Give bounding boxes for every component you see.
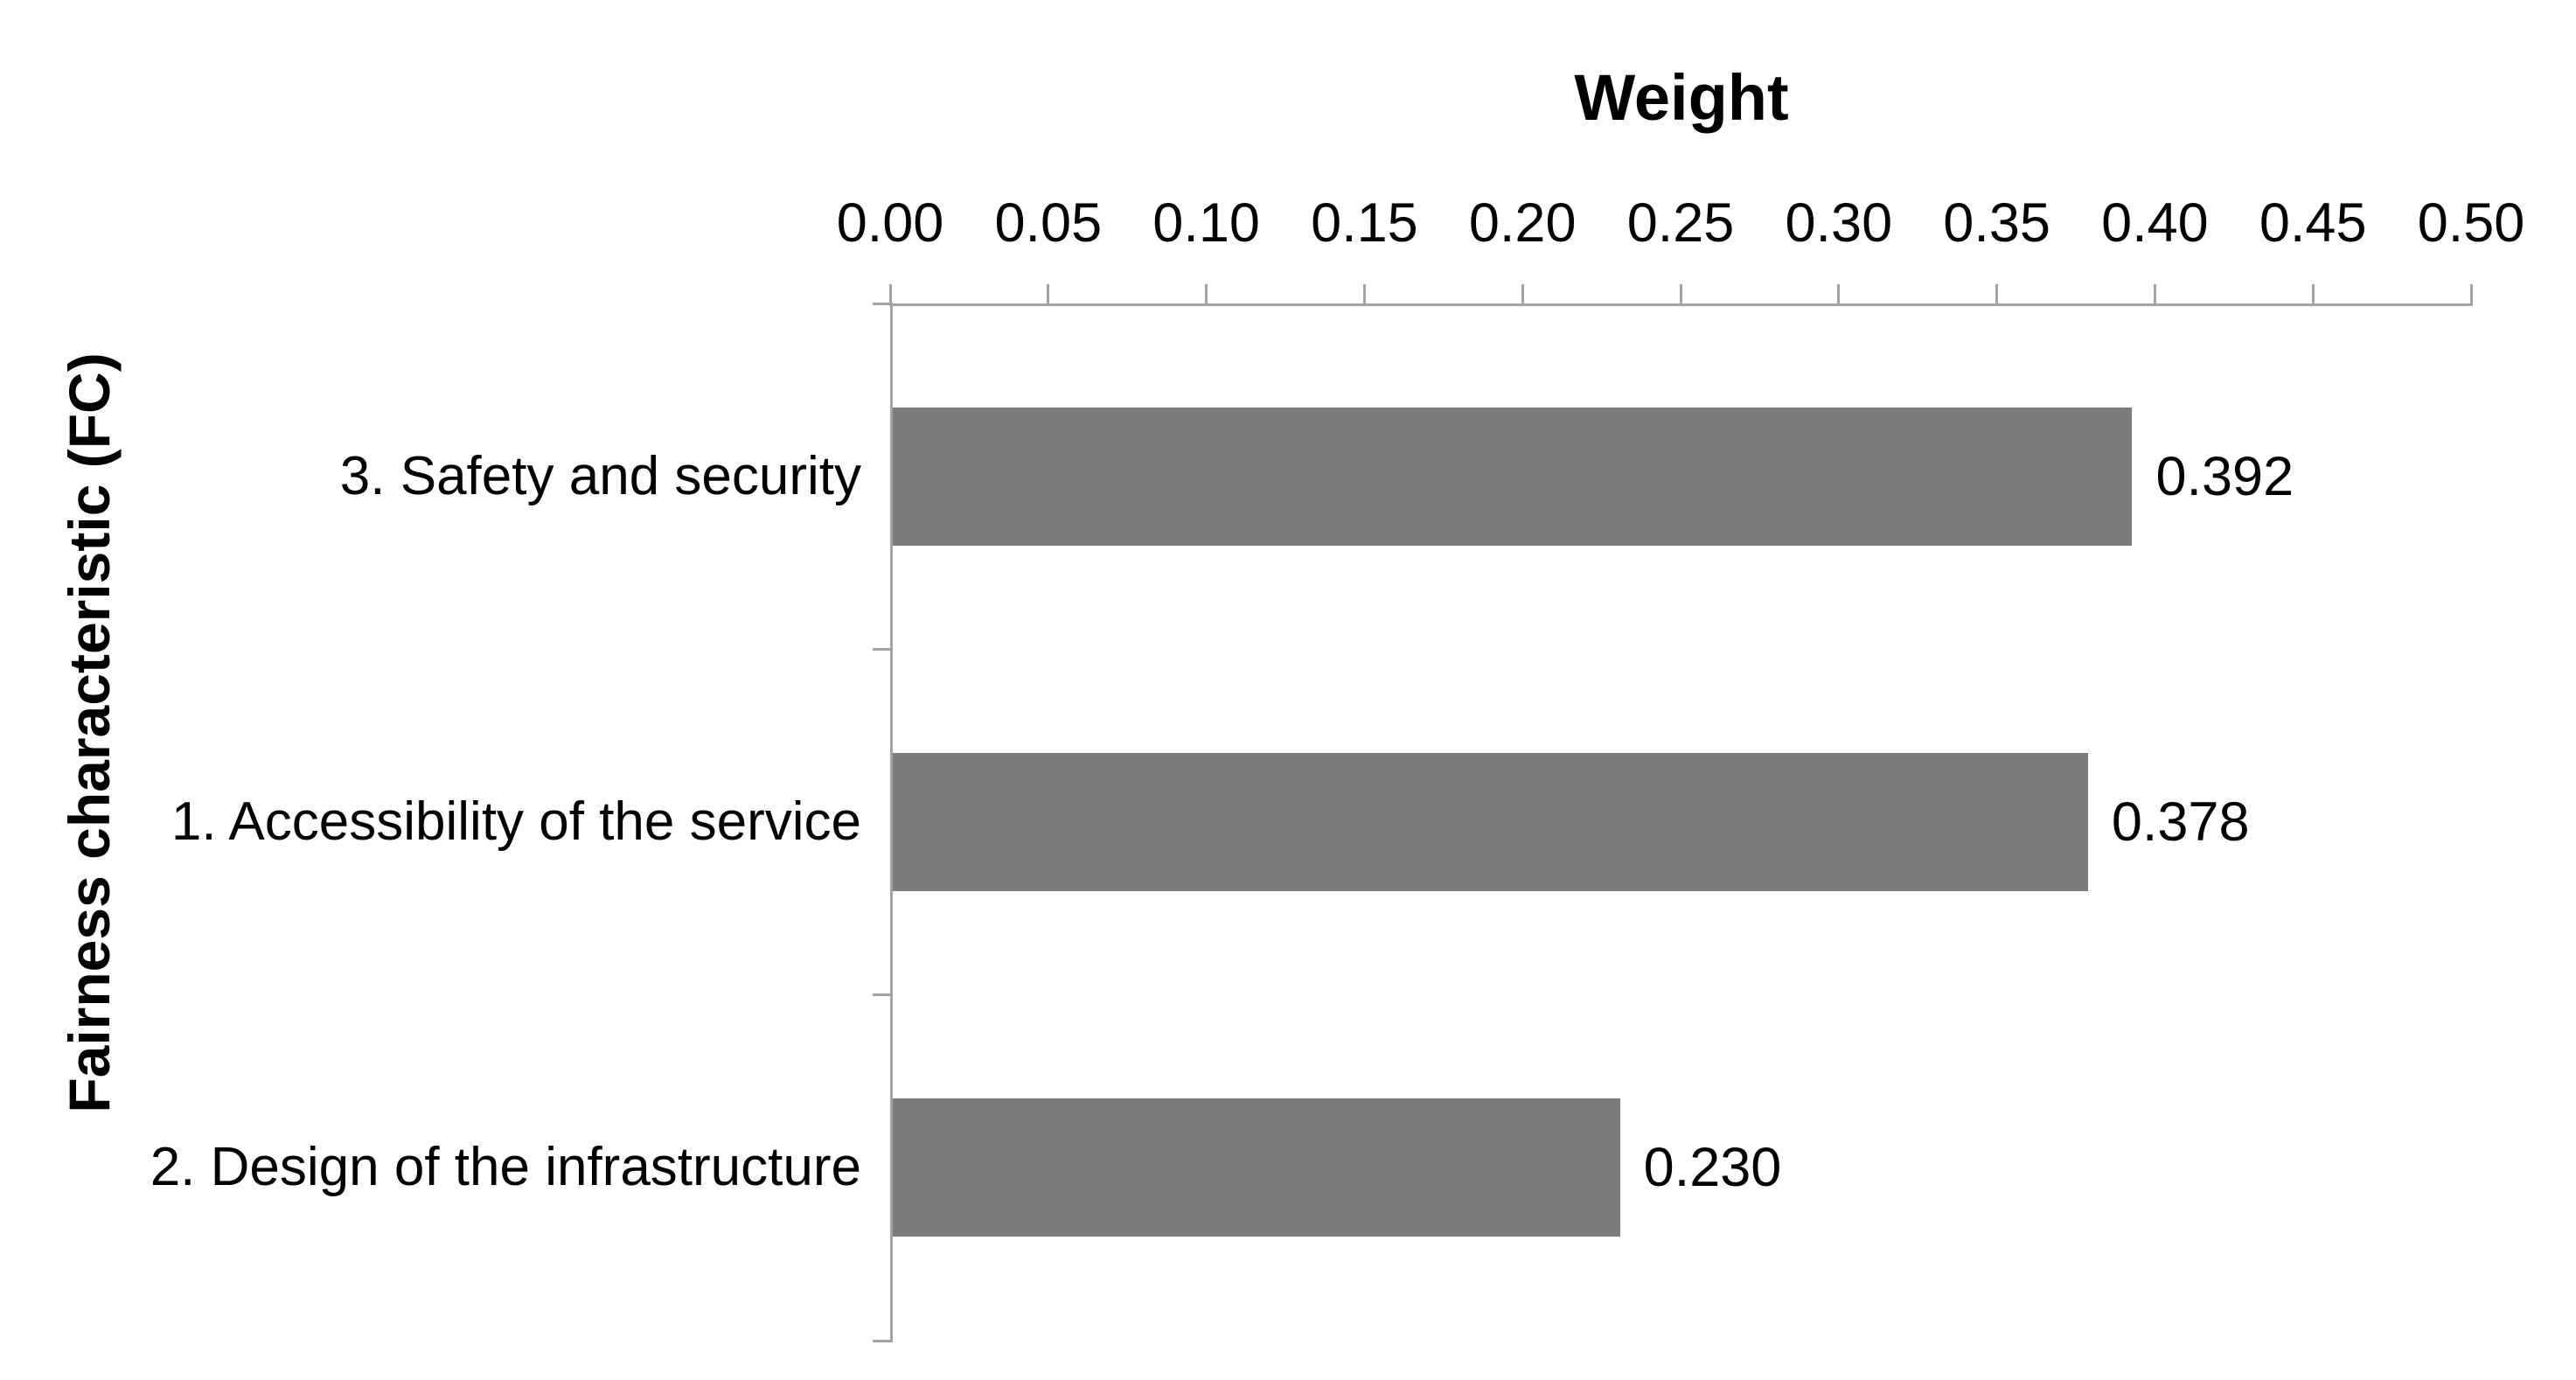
x-tick-label: 0.45 [2259, 192, 2367, 254]
x-tick-label: 0.25 [1626, 192, 1735, 254]
bar [893, 407, 2133, 546]
bar-value-label: 0.378 [2111, 791, 2250, 853]
x-tick-mark [1205, 284, 1208, 306]
chart-title: Weight [1574, 61, 1789, 134]
y-tick-mark [873, 647, 893, 651]
x-tick-mark [1679, 284, 1682, 306]
x-tick-mark [1047, 284, 1050, 306]
x-tick-mark [1362, 284, 1366, 306]
x-tick-mark [1521, 284, 1524, 306]
bar-value-label: 0.230 [1643, 1137, 1782, 1199]
bar [893, 753, 2088, 891]
bar-value-label: 0.392 [2155, 445, 2294, 507]
x-tick-mark [1837, 284, 1841, 306]
category-label: 2. Design of the infrastructure [150, 1137, 861, 1198]
x-tick-label: 0.40 [2101, 192, 2209, 254]
category-label: 1. Accessibility of the service [171, 791, 861, 852]
y-tick-mark [873, 993, 893, 997]
bar [893, 1098, 1620, 1237]
x-tick-label: 0.20 [1468, 192, 1577, 254]
x-tick-label: 0.30 [1785, 192, 1893, 254]
x-tick-label: 0.15 [1311, 192, 1418, 254]
x-tick-mark [2469, 284, 2473, 306]
x-tick-label: 0.10 [1152, 192, 1260, 254]
y-tick-mark [873, 1339, 893, 1342]
x-tick-label: 0.50 [2417, 192, 2525, 254]
x-tick-mark [888, 284, 892, 306]
x-tick-label: 0.00 [836, 192, 944, 254]
x-tick-label: 0.35 [1943, 192, 2050, 254]
y-axis-line [890, 303, 893, 1341]
x-tick-mark [1995, 284, 1999, 306]
y-tick-mark [873, 302, 893, 305]
category-label: 3. Safety and security [339, 445, 861, 506]
x-tick-label: 0.05 [994, 192, 1103, 254]
x-tick-mark [2311, 284, 2315, 306]
x-tick-mark [2153, 284, 2156, 306]
